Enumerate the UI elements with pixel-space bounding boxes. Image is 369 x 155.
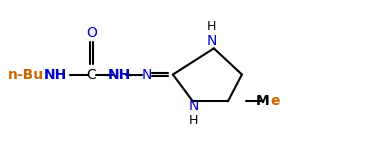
Text: N: N bbox=[206, 34, 217, 48]
Text: M: M bbox=[256, 94, 270, 108]
Text: NH: NH bbox=[108, 68, 131, 82]
Text: NH: NH bbox=[44, 68, 67, 82]
Text: N: N bbox=[141, 68, 152, 82]
Text: n-Bu: n-Bu bbox=[8, 68, 44, 82]
Text: H: H bbox=[207, 20, 216, 33]
Text: N: N bbox=[189, 99, 199, 113]
Text: O: O bbox=[86, 26, 97, 40]
Text: H: H bbox=[189, 114, 199, 127]
Text: e: e bbox=[270, 94, 279, 108]
Text: C: C bbox=[86, 68, 96, 82]
